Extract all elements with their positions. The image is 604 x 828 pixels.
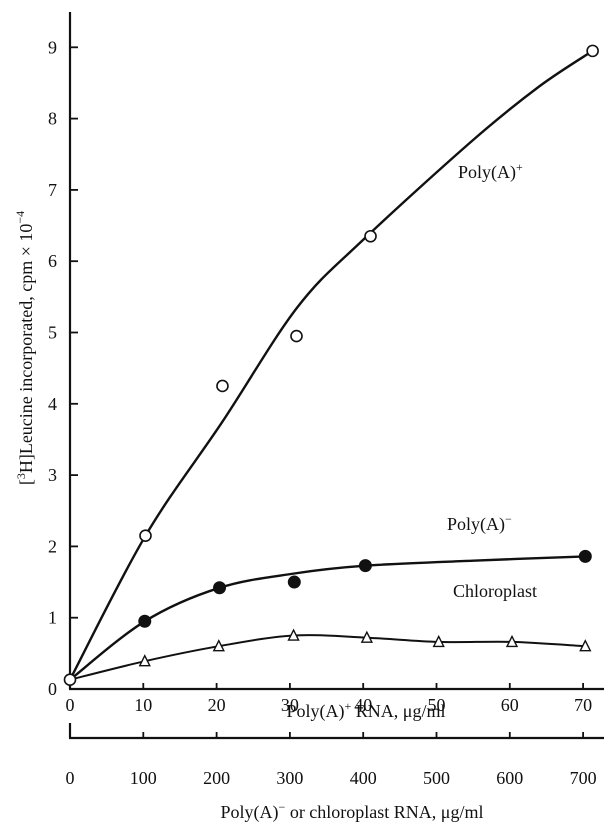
data-point-polya-plus: [586, 44, 599, 58]
x-top-tick-label: 20: [208, 695, 226, 715]
y-tick-label: 4: [48, 394, 57, 414]
series-curve-chloroplast: [69, 634, 586, 681]
y-tick-label: 3: [48, 465, 57, 485]
y-tick-label: 1: [48, 608, 57, 628]
x-bottom-tick-label: 400: [350, 768, 377, 788]
x-top-tick-label: 70: [574, 695, 592, 715]
series-label-polya-plus: Poly(A)+: [458, 160, 523, 183]
data-point-polya-plus: [364, 229, 377, 243]
data-point-polya-plus: [290, 329, 303, 343]
y-tick-label: 6: [48, 251, 57, 271]
data-point-polya-minus: [138, 614, 152, 628]
x-top-tick-label: 40: [354, 695, 372, 715]
data-point-polya-minus: [213, 581, 227, 595]
x-bottom-tick-label: 200: [203, 768, 230, 788]
data-point-chloroplast: [138, 654, 151, 667]
x-bottom-tick-label: 700: [570, 768, 597, 788]
data-point-chloroplast: [287, 628, 300, 641]
series-label-polya-minus: Poly(A)−: [447, 512, 512, 535]
data-point-chloroplast: [432, 634, 445, 648]
x-top-tick-label: 10: [134, 695, 152, 715]
y-tick-label: 7: [48, 180, 57, 200]
y-tick-label: 2: [48, 536, 57, 556]
x-axis-top-title: Poly(A)+ RNA, μg/ml: [287, 699, 446, 722]
x-top-tick-label: 0: [66, 695, 75, 715]
y-tick-label: 0: [48, 679, 57, 699]
x-bottom-tick-label: 500: [423, 768, 450, 788]
x-top-ticks: 0 10 20 30 40 50 60 70: [66, 683, 592, 715]
x-top-tick-label: 60: [501, 695, 519, 715]
data-point-chloroplast: [579, 639, 592, 652]
y-tick-label: 8: [48, 109, 57, 129]
x-top-tick-label: 30: [281, 695, 299, 715]
data-point-polya-minus: [578, 549, 592, 563]
data-point-polya-plus: [139, 529, 152, 543]
x-bottom-tick-label: 100: [130, 768, 157, 788]
y-ticks: 0 1 2 3 4 5 6 7 8 9: [48, 37, 78, 699]
x-bottom-tick-label: 600: [496, 768, 523, 788]
markers: [63, 44, 599, 687]
x-top-tick-label: 50: [428, 695, 446, 715]
data-point-polya-minus: [287, 575, 301, 589]
x-axis-bottom-title: Poly(A)− or chloroplast RNA, μg/ml: [221, 800, 484, 823]
data-point-origin: [63, 673, 77, 687]
data-point-chloroplast: [505, 634, 519, 648]
data-point-chloroplast: [360, 630, 373, 643]
y-axis-title: [3H]Leucine incorporated, cpm × 10−4: [13, 211, 36, 485]
data-point-polya-minus: [358, 559, 372, 573]
data-point-chloroplast: [212, 639, 225, 652]
y-tick-label: 9: [48, 37, 57, 57]
series-label-chloroplast: Chloroplast: [453, 581, 537, 601]
x-bottom-tick-label: 300: [276, 768, 303, 788]
axes: [68, 12, 604, 740]
y-tick-label: 5: [48, 323, 57, 343]
x-bottom-tick-label: 0: [66, 768, 75, 788]
x-bottom-ticks: 0 100 200 300 400 500 600 700: [66, 732, 597, 788]
data-point-polya-plus: [216, 379, 229, 393]
